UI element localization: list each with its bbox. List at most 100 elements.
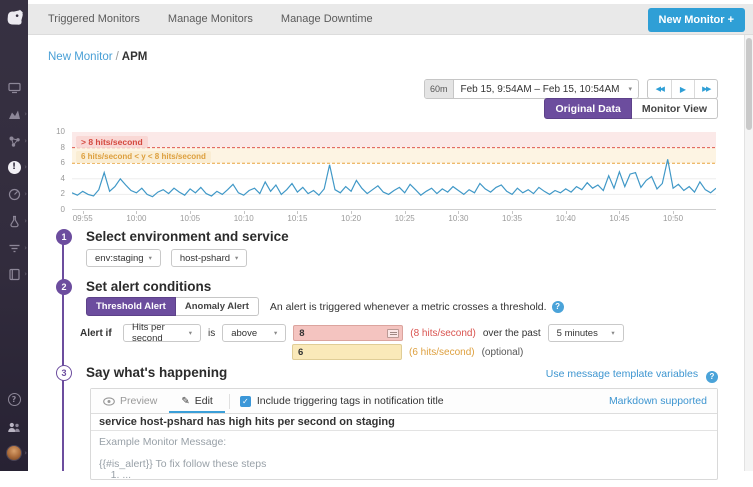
- triggering-tags-checkbox-label: Include triggering tags in notification …: [257, 395, 444, 407]
- nav-triggered-monitors[interactable]: Triggered Monitors: [48, 13, 140, 25]
- check-icon: ✓: [242, 397, 249, 406]
- sidebar-item-processes[interactable]: ›: [0, 130, 28, 152]
- step-1-title: Select environment and service: [86, 229, 289, 244]
- window-dropdown[interactable]: 5 minutes ▾: [548, 324, 624, 342]
- tab-edit[interactable]: ✎ Edit: [169, 389, 224, 413]
- time-play-button[interactable]: ▶: [671, 80, 694, 98]
- time-range-badge: 60m: [425, 80, 454, 98]
- optional-label: (optional): [482, 347, 524, 358]
- sidebar-item-apm[interactable]: ›: [0, 210, 28, 232]
- caret-down-icon: ▾: [626, 85, 638, 93]
- sidebar-item-logs[interactable]: ›: [0, 237, 28, 259]
- breadcrumb-new-monitor-link[interactable]: New Monitor: [48, 51, 113, 63]
- monitor-view-button[interactable]: Monitor View: [632, 98, 718, 119]
- time-forward-button[interactable]: ▶▶: [694, 80, 717, 98]
- nav-manage-monitors[interactable]: Manage Monitors: [168, 13, 253, 25]
- step-2-badge: 2: [56, 279, 72, 295]
- chart-y-tick: 6: [45, 159, 65, 167]
- apm-flask-icon: [8, 215, 21, 228]
- sidebar-item-help[interactable]: ?: [0, 388, 28, 410]
- warning-condition-row: 6 (6 hits/second) (optional): [80, 344, 523, 360]
- service-filter-value: host-pshard: [180, 253, 230, 264]
- infrastructure-icon: [8, 108, 21, 121]
- tab-preview[interactable]: Preview: [91, 389, 169, 413]
- chevron-right-icon: ›: [24, 164, 27, 171]
- chart-y-tick: 8: [45, 144, 65, 152]
- sidebar-item-team[interactable]: [0, 416, 28, 438]
- monitor-message-placeholder[interactable]: Example Monitor Message: {{#is_alert}} T…: [91, 431, 717, 487]
- warning-threshold-input[interactable]: 6: [292, 344, 402, 360]
- chevron-right-icon: ›: [24, 138, 27, 145]
- chart-x-tick: 10:35: [497, 214, 527, 223]
- chevron-right-icon: ›: [24, 245, 27, 252]
- caret-down-icon: ▾: [149, 254, 152, 262]
- metric-dropdown[interactable]: Hits per second ▾: [123, 324, 201, 342]
- breadcrumb: New Monitor/APM: [48, 51, 147, 63]
- chart-x-tick: 10:10: [229, 214, 259, 223]
- comparator-dropdown[interactable]: above ▾: [222, 324, 286, 342]
- chevron-right-icon: ›: [24, 191, 27, 198]
- markdown-supported-link[interactable]: Markdown supported: [609, 395, 717, 407]
- time-range-selector[interactable]: 60m Feb 15, 9:54AM – Feb 15, 10:54AM ▾: [424, 79, 639, 99]
- time-nav-arrows: ◀◀ ▶ ▶▶: [647, 79, 718, 99]
- triggering-tags-checkbox[interactable]: ✓: [240, 396, 251, 407]
- monitor-title-row: [91, 414, 717, 431]
- time-range-bar: 60m Feb 15, 9:54AM – Feb 15, 10:54AM ▾ ◀…: [424, 79, 718, 99]
- scrollbar-track[interactable]: [744, 35, 753, 471]
- sidebar-item-dashboards[interactable]: [0, 76, 28, 98]
- pencil-icon: ✎: [181, 396, 189, 407]
- sidebar-item-infrastructure[interactable]: ›: [0, 103, 28, 125]
- processes-icon: [8, 135, 21, 148]
- sidebar-item-notebooks[interactable]: ›: [0, 263, 28, 285]
- original-data-button[interactable]: Original Data: [544, 98, 631, 119]
- window-value: 5 minutes: [557, 328, 598, 339]
- alert-threshold-input[interactable]: 8: [293, 325, 403, 341]
- datadog-dog-icon: [5, 9, 24, 28]
- message-editor: Preview ✎ Edit ✓ Include triggering tags…: [90, 388, 718, 480]
- monitors-alert-icon: !: [8, 161, 21, 174]
- anomaly-alert-tab[interactable]: Anomaly Alert: [176, 297, 259, 316]
- env-filter-value: env:staging: [95, 253, 144, 264]
- monitors-top-nav: Triggered Monitors Manage Monitors Manag…: [28, 4, 753, 35]
- chart-x-tick: 10:40: [551, 214, 581, 223]
- chart-x-tick: 10:00: [121, 214, 151, 223]
- sidebar-item-monitors[interactable]: ! ›: [0, 156, 28, 178]
- over-past-label: over the past: [483, 328, 541, 339]
- chart-x-tick: 10:15: [282, 214, 312, 223]
- new-monitor-button[interactable]: New Monitor +: [648, 8, 745, 32]
- help-icon[interactable]: ?: [552, 301, 564, 313]
- chart-y-tick: 0: [45, 206, 65, 214]
- breadcrumb-separator: /: [116, 51, 119, 63]
- alert-if-label: Alert if: [80, 328, 116, 339]
- number-stepper-icon[interactable]: [387, 329, 399, 338]
- scrollbar-thumb[interactable]: [746, 38, 752, 130]
- threshold-alert-tab[interactable]: Threshold Alert: [86, 297, 176, 316]
- eye-icon: [103, 397, 115, 406]
- time-range-text: Feb 15, 9:54AM – Feb 15, 10:54AM: [454, 84, 627, 95]
- breadcrumb-current: APM: [122, 51, 148, 63]
- service-filter-dropdown[interactable]: host-pshard ▾: [171, 249, 247, 267]
- triggering-tags-checkbox-row[interactable]: ✓ Include triggering tags in notificatio…: [240, 395, 444, 407]
- caret-down-icon: ▾: [611, 329, 614, 337]
- chart-y-tick: 10: [45, 128, 65, 136]
- comparator-value: above: [231, 328, 257, 339]
- monitor-title-input[interactable]: [91, 416, 717, 428]
- sidebar-item-metrics[interactable]: ›: [0, 183, 28, 205]
- datadog-logo[interactable]: [0, 6, 28, 30]
- caret-down-icon: ▾: [235, 254, 238, 262]
- chevron-right-icon: ›: [24, 111, 27, 118]
- preview-tab-label: Preview: [120, 395, 157, 407]
- message-template-variables-link[interactable]: Use message template variables: [546, 368, 698, 380]
- nav-manage-downtime[interactable]: Manage Downtime: [281, 13, 373, 25]
- help-icon[interactable]: ?: [706, 371, 718, 383]
- template-variables-row: Use message template variables ?: [546, 368, 718, 383]
- sidebar-item-user-avatar[interactable]: ›: [0, 442, 28, 464]
- help-icon: ?: [8, 393, 21, 406]
- env-filter-dropdown[interactable]: env:staging ▾: [86, 249, 161, 267]
- time-rewind-button[interactable]: ◀◀: [648, 80, 671, 98]
- is-label: is: [208, 328, 215, 339]
- step-1-badge: 1: [56, 229, 72, 245]
- chart-y-tick: 4: [45, 175, 65, 183]
